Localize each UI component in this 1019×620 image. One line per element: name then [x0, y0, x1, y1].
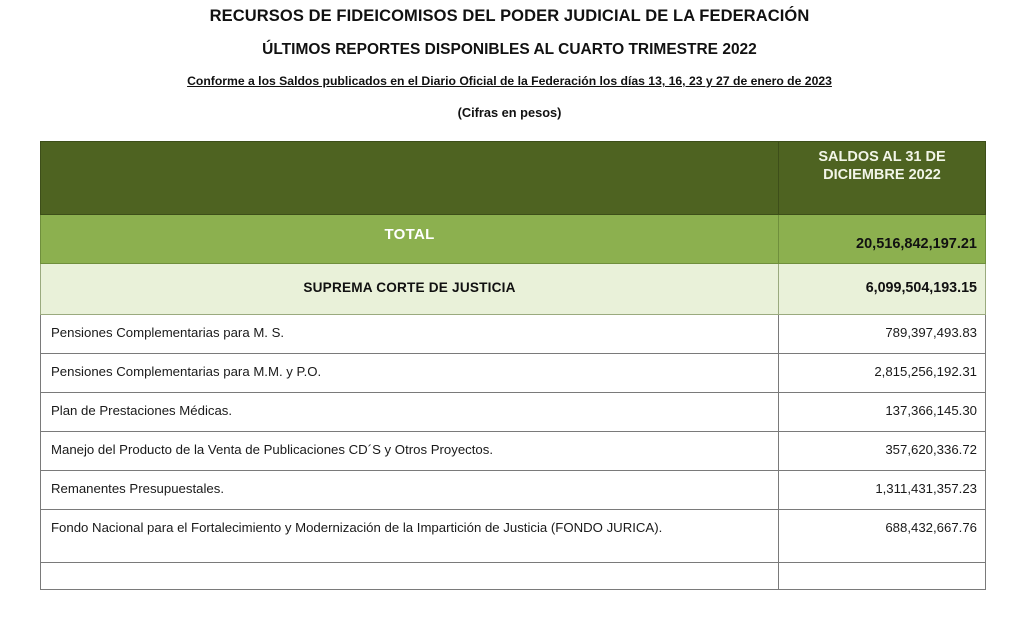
item-cell-label: Plan de Prestaciones Médicas.	[40, 392, 779, 432]
table-row: Pensiones Complementarias para M.M. y P.…	[40, 353, 986, 393]
table-row: Pensiones Complementarias para M. S. 789…	[40, 314, 986, 354]
item-label: Plan de Prestaciones Médicas.	[51, 403, 233, 418]
table-section-row: SUPREMA CORTE DE JUSTICIA 6,099,504,193.…	[40, 263, 986, 315]
item-amount: 137,366,145.30	[885, 403, 977, 418]
item-cell-label: Remanentes Presupuestales.	[40, 470, 779, 510]
item-cell-amount: 789,397,493.83	[778, 314, 986, 354]
trust-funds-table: SALDOS AL 31 DE DICIEMBRE 2022 TOTAL 20,…	[40, 141, 986, 590]
item-amount: 789,397,493.83	[885, 325, 977, 340]
header-amount-label: SALDOS AL 31 DE DICIEMBRE 2022	[818, 149, 946, 183]
section-label: SUPREMA CORTE DE JUSTICIA	[303, 280, 516, 295]
item-cell-amount: 688,432,667.76	[778, 509, 986, 563]
document-source-note: Conforme a los Saldos publicados en el D…	[187, 74, 832, 88]
section-amount: 6,099,504,193.15	[865, 280, 977, 296]
header-concept-label	[41, 142, 778, 149]
item-label: Remanentes Presupuestales.	[51, 481, 225, 496]
total-cell-amount: 20,516,842,197.21	[778, 214, 986, 264]
item-amount: 1,311,431,357.23	[875, 481, 977, 496]
table-row: Remanentes Presupuestales. 1,311,431,357…	[40, 470, 986, 510]
item-cell-amount: 2,815,256,192.31	[778, 353, 986, 393]
item-cell-amount: 1,311,431,357.23	[778, 470, 986, 510]
document-subtitle: ÚLTIMOS REPORTES DISPONIBLES AL CUARTO T…	[262, 40, 757, 58]
item-cell-label	[40, 562, 779, 590]
table-row: Fondo Nacional para el Fortalecimiento y…	[40, 509, 986, 563]
item-cell-label: Manejo del Producto de la Venta de Publi…	[40, 431, 779, 471]
item-amount: 357,620,336.72	[885, 442, 977, 457]
item-label: Fondo Nacional para el Fortalecimiento y…	[51, 520, 663, 535]
section-cell-amount: 6,099,504,193.15	[778, 263, 986, 315]
table-row: Manejo del Producto de la Venta de Publi…	[40, 431, 986, 471]
item-amount	[779, 563, 985, 582]
section-cell-label: SUPREMA CORTE DE JUSTICIA	[40, 263, 779, 315]
item-cell-label: Pensiones Complementarias para M. S.	[40, 314, 779, 354]
item-amount: 2,815,256,192.31	[874, 364, 977, 379]
item-label: Manejo del Producto de la Venta de Publi…	[51, 442, 494, 457]
item-cell-amount	[778, 562, 986, 590]
table-row	[40, 562, 986, 590]
item-cell-label: Fondo Nacional para el Fortalecimiento y…	[40, 509, 779, 563]
table-row: Plan de Prestaciones Médicas. 137,366,14…	[40, 392, 986, 432]
total-label: TOTAL	[384, 226, 435, 243]
item-cell-amount: 137,366,145.30	[778, 392, 986, 432]
table-total-row: TOTAL 20,516,842,197.21	[40, 214, 986, 264]
item-amount: 688,432,667.76	[885, 520, 977, 535]
trust-funds-table-container: SALDOS AL 31 DE DICIEMBRE 2022 TOTAL 20,…	[40, 141, 986, 590]
item-cell-amount: 357,620,336.72	[778, 431, 986, 471]
item-label: Pensiones Complementarias para M.M. y P.…	[51, 364, 322, 379]
total-cell-label: TOTAL	[40, 214, 779, 264]
item-label	[41, 563, 778, 582]
document-units-note: (Cifras en pesos)	[457, 104, 562, 120]
header-cell-concept	[40, 141, 779, 215]
item-cell-label: Pensiones Complementarias para M.M. y P.…	[40, 353, 779, 393]
header-cell-amount: SALDOS AL 31 DE DICIEMBRE 2022	[778, 141, 986, 215]
table-header-row: SALDOS AL 31 DE DICIEMBRE 2022	[40, 141, 986, 215]
item-label: Pensiones Complementarias para M. S.	[51, 325, 285, 340]
total-amount: 20,516,842,197.21	[856, 236, 977, 252]
document-heading-block: RECURSOS DE FIDEICOMISOS DEL PODER JUDIC…	[0, 0, 1019, 120]
document-title: RECURSOS DE FIDEICOMISOS DEL PODER JUDIC…	[209, 7, 810, 25]
